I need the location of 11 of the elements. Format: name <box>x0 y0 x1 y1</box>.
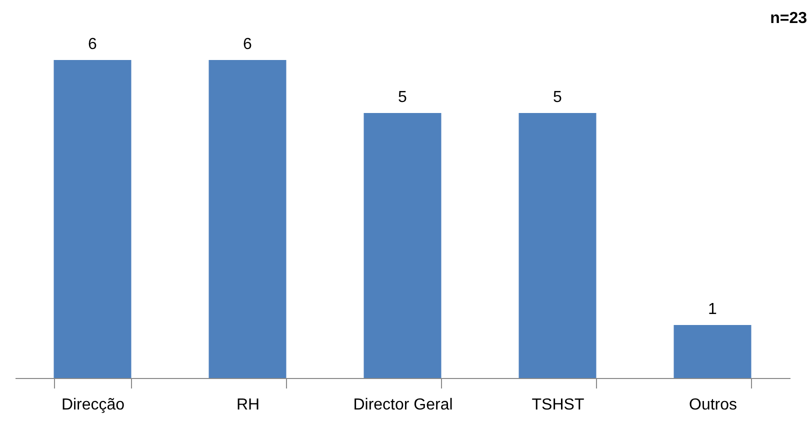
x-tick-label: Outros <box>688 396 738 414</box>
data-label: 1 <box>708 301 718 318</box>
data-label: 5 <box>398 89 408 106</box>
data-label: 5 <box>553 89 562 106</box>
data-label: 6 <box>243 36 252 53</box>
text: n=23 <box>770 10 807 27</box>
x-tick-label: Director Geral <box>353 396 453 414</box>
data-label: 6 <box>88 36 98 53</box>
x-tick-label: RH <box>236 396 260 414</box>
x-tick-label: TSHST <box>532 396 584 414</box>
x-tick-label: Direcção <box>61 396 125 414</box>
